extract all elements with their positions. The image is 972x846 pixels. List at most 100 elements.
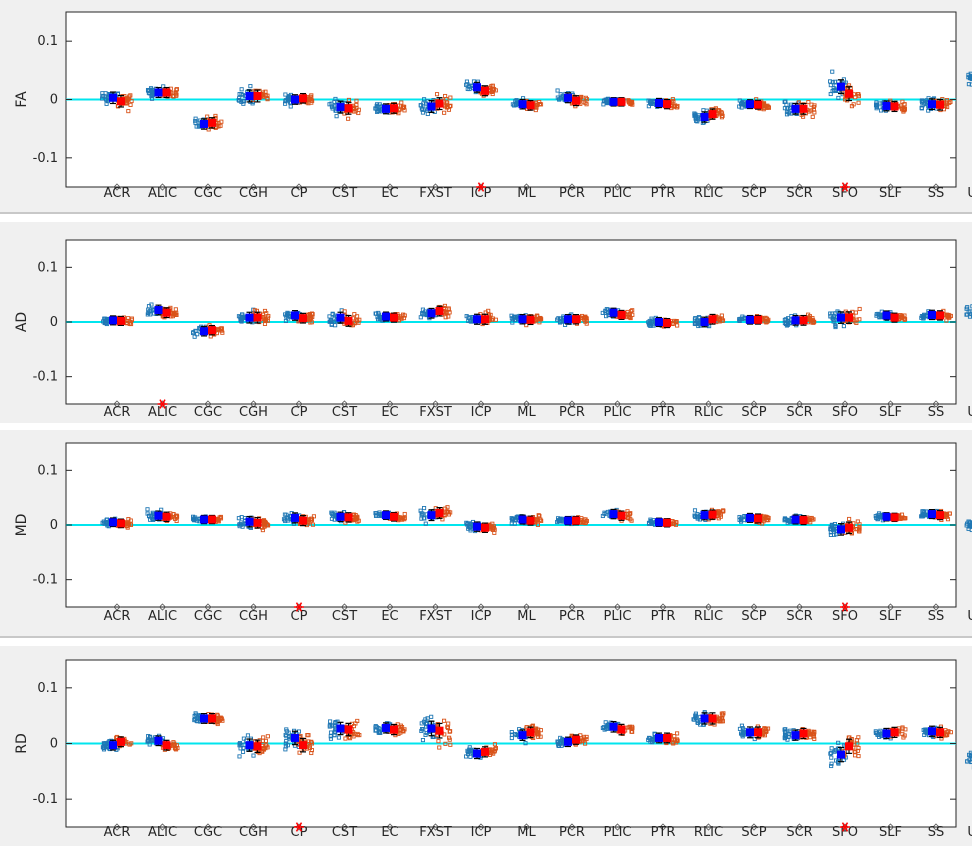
x-tick-label: RLIC	[694, 405, 723, 420]
x-tick-label: SCR	[786, 405, 812, 420]
mean-marker-group1	[609, 308, 618, 317]
x-tick-label: CP	[291, 609, 308, 624]
data-point	[148, 88, 154, 93]
y-tick-label: -0.1	[33, 573, 58, 588]
mean-marker-group1	[655, 518, 663, 527]
data-point	[239, 87, 244, 92]
data-point	[214, 124, 219, 129]
data-point	[355, 318, 360, 323]
x-tick	[841, 183, 849, 191]
mean-marker-group2	[526, 101, 535, 110]
data-point	[555, 88, 560, 93]
y-tick-label: 0.1	[37, 681, 58, 696]
mean-marker-group2	[708, 510, 717, 519]
mean-marker-group2	[299, 94, 307, 103]
mean-marker-group2	[208, 515, 216, 524]
x-tick	[113, 183, 121, 191]
mean-marker-group2	[208, 714, 216, 723]
mean-marker-group1	[518, 315, 527, 324]
data-point	[124, 320, 130, 325]
data-point	[670, 97, 675, 102]
mean-marker-group2	[617, 310, 626, 319]
y-tick-label: 0	[50, 93, 58, 108]
data-point	[534, 105, 539, 110]
data-point	[828, 91, 833, 97]
mean-marker-group1	[336, 103, 345, 112]
data-point	[308, 320, 313, 325]
mean-marker-group2	[299, 741, 307, 750]
x-tick-label: SCR	[786, 609, 812, 624]
data-point	[355, 314, 360, 319]
data-point	[145, 507, 150, 512]
data-point	[285, 98, 291, 103]
data-point	[262, 308, 268, 313]
data-point	[719, 111, 725, 116]
mean-marker-group1	[336, 512, 345, 521]
y-tick-label: -0.1	[33, 792, 58, 807]
data-point	[583, 100, 588, 105]
mean-marker-group1	[837, 82, 845, 91]
mean-marker-group2	[572, 735, 580, 744]
x-tick-label: PCR	[559, 609, 585, 624]
data-point	[147, 513, 152, 518]
x-tick	[204, 603, 212, 611]
x-tick-label: CP	[291, 405, 308, 420]
mean-marker-group2	[117, 97, 125, 106]
data-point	[605, 97, 610, 102]
data-point	[126, 109, 131, 114]
data-point	[964, 306, 969, 311]
data-point	[626, 98, 631, 103]
x-tick	[704, 183, 713, 191]
y-tick-label: 0.1	[37, 260, 58, 275]
mean-marker-group2	[117, 316, 125, 325]
data-point	[583, 95, 588, 100]
data-point	[357, 317, 362, 322]
mean-marker-group1	[746, 315, 754, 324]
x-tick-label: ICP	[471, 405, 492, 420]
x-tick-label: RLIC	[694, 609, 723, 624]
mean-marker-group1	[382, 723, 390, 732]
data-point	[330, 319, 335, 324]
mean-marker-group2	[799, 104, 808, 113]
data-point	[104, 97, 109, 102]
data-point	[810, 114, 815, 119]
data-point	[693, 316, 698, 321]
x-tick-label: PLIC	[604, 186, 632, 201]
y-tick-label: 0.1	[37, 463, 58, 478]
mean-marker-group1	[291, 311, 299, 320]
mean-marker-group2	[526, 516, 535, 525]
mean-marker-group2	[253, 742, 262, 751]
mean-marker-group2	[162, 512, 171, 521]
data-point	[509, 316, 514, 321]
mean-marker-group1	[700, 714, 709, 723]
mean-marker-group1	[928, 310, 936, 319]
data-point	[584, 318, 589, 324]
mean-marker-group1	[245, 92, 254, 100]
mean-marker-group1	[200, 714, 208, 723]
mean-marker-group2	[162, 88, 171, 97]
data-point	[174, 87, 179, 92]
x-tick-label: SS	[928, 186, 945, 201]
mean-marker-group1	[882, 729, 891, 738]
data-point	[830, 69, 835, 74]
data-point	[219, 326, 224, 331]
x-tick	[886, 183, 895, 191]
data-point	[832, 317, 837, 323]
mean-marker-group2	[253, 313, 262, 322]
x-tick	[158, 183, 167, 191]
data-point	[763, 104, 768, 109]
mean-marker-group2	[435, 726, 444, 735]
data-point	[557, 97, 562, 102]
mean-marker-group1	[837, 750, 845, 759]
data-point	[720, 113, 725, 118]
mean-marker-group2	[663, 733, 671, 742]
x-tick	[659, 400, 667, 408]
data-point	[354, 102, 359, 108]
panel-md: 0.1 0 -0.1 MD ACR ALIC CGC CGH CP CST EC FXST ICP ML P…	[14, 442, 972, 624]
data-point	[737, 98, 742, 103]
x-tick-label: PTR	[651, 825, 676, 840]
data-point	[434, 92, 440, 97]
x-tick-label: PCR	[559, 405, 585, 420]
data-point	[104, 101, 109, 106]
data-point	[346, 116, 351, 121]
